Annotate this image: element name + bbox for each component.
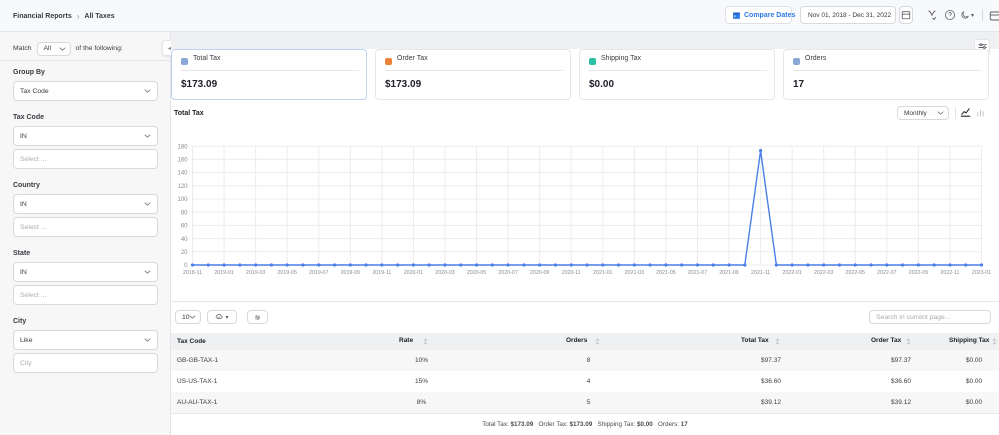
svg-text:2021-01: 2021-01	[593, 270, 612, 276]
svg-text:2019-05: 2019-05	[277, 270, 296, 276]
svg-text:2022-11: 2022-11	[940, 270, 959, 276]
svg-text:2020-01: 2020-01	[404, 270, 423, 276]
svg-text:2021-09: 2021-09	[719, 270, 738, 276]
svg-text:2021-11: 2021-11	[751, 270, 770, 276]
svg-text:2019-01: 2019-01	[214, 270, 233, 276]
svg-text:2019-11: 2019-11	[372, 270, 391, 276]
svg-text:2019-03: 2019-03	[246, 270, 265, 276]
svg-text:140: 140	[177, 171, 188, 177]
svg-text:2021-07: 2021-07	[688, 270, 707, 276]
svg-text:120: 120	[177, 184, 188, 190]
svg-text:2022-01: 2022-01	[782, 270, 801, 276]
svg-text:2022-09: 2022-09	[909, 270, 928, 276]
svg-text:180: 180	[177, 144, 188, 150]
svg-text:2019-09: 2019-09	[341, 270, 360, 276]
svg-text:2020-05: 2020-05	[467, 270, 486, 276]
svg-text:2020-09: 2020-09	[530, 270, 549, 276]
svg-text:100: 100	[177, 197, 188, 203]
svg-text:2021-05: 2021-05	[656, 270, 675, 276]
svg-text:2020-11: 2020-11	[562, 270, 581, 276]
svg-text:80: 80	[181, 210, 188, 216]
svg-text:2021-03: 2021-03	[625, 270, 644, 276]
svg-text:40: 40	[181, 237, 188, 243]
svg-text:20: 20	[181, 250, 188, 256]
svg-text:60: 60	[181, 224, 188, 230]
svg-text:0: 0	[184, 263, 188, 269]
svg-text:2020-03: 2020-03	[435, 270, 454, 276]
svg-text:2019-07: 2019-07	[309, 270, 328, 276]
svg-text:2020-07: 2020-07	[498, 270, 517, 276]
svg-text:2023-01: 2023-01	[972, 270, 991, 276]
svg-text:2022-07: 2022-07	[877, 270, 896, 276]
svg-text:160: 160	[177, 158, 188, 164]
svg-text:2022-05: 2022-05	[846, 270, 865, 276]
svg-text:2022-03: 2022-03	[814, 270, 833, 276]
svg-text:2018-11: 2018-11	[183, 270, 202, 276]
